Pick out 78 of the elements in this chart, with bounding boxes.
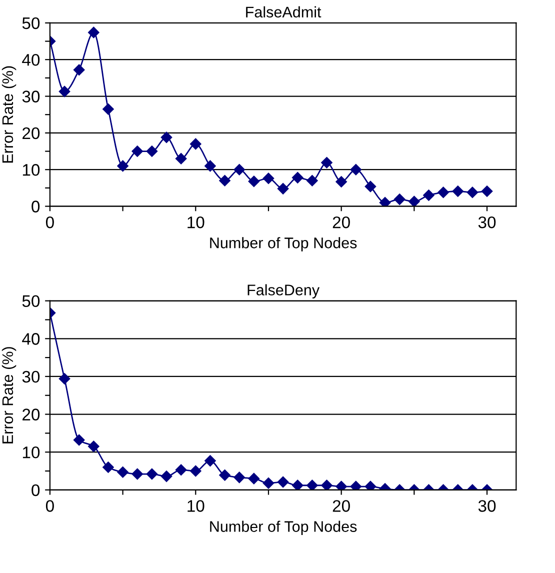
point xyxy=(234,472,245,484)
y-tick-label: 0 xyxy=(32,484,40,496)
x-tick-label: 20 xyxy=(332,500,350,512)
point xyxy=(219,470,230,481)
point xyxy=(58,86,70,98)
point xyxy=(219,175,230,186)
point xyxy=(146,146,158,157)
point xyxy=(350,164,362,176)
point xyxy=(175,464,187,476)
x-tick-label: 30 xyxy=(478,216,496,228)
point xyxy=(102,462,114,473)
point xyxy=(306,175,318,186)
y-tick-label: 30 xyxy=(22,370,40,383)
point xyxy=(117,466,128,478)
point xyxy=(117,160,128,172)
point xyxy=(438,186,449,198)
point xyxy=(292,480,304,490)
x-tick-label: 10 xyxy=(188,216,204,228)
point xyxy=(234,164,245,176)
point xyxy=(58,373,70,384)
point xyxy=(336,480,347,490)
point xyxy=(248,472,260,484)
point xyxy=(379,197,391,206)
point xyxy=(262,172,274,184)
point xyxy=(350,480,362,490)
y-tick-label: 50 xyxy=(22,17,40,30)
point xyxy=(160,470,172,482)
point xyxy=(190,138,202,150)
y-tick-label: 10 xyxy=(22,446,40,458)
point xyxy=(248,176,260,187)
y-axis-title: Error Rate (%) xyxy=(2,347,16,444)
point xyxy=(102,103,114,115)
point xyxy=(452,186,464,197)
point xyxy=(364,480,376,490)
point xyxy=(423,190,434,201)
point xyxy=(481,186,493,197)
point xyxy=(364,180,376,192)
point xyxy=(306,480,318,490)
point xyxy=(132,468,143,480)
point xyxy=(394,194,406,205)
chart-title: FalseAdmit xyxy=(246,6,322,18)
point xyxy=(146,468,158,480)
y-tick-label: 10 xyxy=(22,164,40,176)
point xyxy=(88,26,100,38)
y-axis-title: Error Rate (%) xyxy=(2,66,16,163)
point xyxy=(190,465,202,477)
x-tick-label: 30 xyxy=(478,500,496,512)
point xyxy=(336,176,347,188)
x-tick-label: 0 xyxy=(46,216,54,228)
point xyxy=(292,172,304,184)
x-axis-title: Number of Top Nodes xyxy=(210,237,357,252)
y-tick-label: 0 xyxy=(32,200,40,212)
point xyxy=(277,183,289,194)
point xyxy=(132,146,143,157)
point xyxy=(175,153,187,164)
point xyxy=(204,455,216,466)
y-tick-label: 50 xyxy=(22,295,40,308)
x-tick-label: 20 xyxy=(332,216,350,228)
x-tick-label: 0 xyxy=(46,500,54,512)
point xyxy=(73,64,85,76)
point xyxy=(321,157,332,168)
y-tick-label: 40 xyxy=(22,54,40,66)
y-tick-label: 20 xyxy=(22,127,40,140)
point xyxy=(321,480,332,490)
point xyxy=(160,132,172,143)
point xyxy=(73,434,85,446)
point xyxy=(262,478,274,489)
point xyxy=(277,476,289,488)
y-tick-label: 40 xyxy=(22,333,40,345)
y-tick-label: 20 xyxy=(22,408,40,420)
point xyxy=(408,196,420,206)
x-tick-label: 10 xyxy=(188,500,204,512)
point xyxy=(204,160,216,172)
point xyxy=(466,186,478,198)
chart-title: FalseDeny xyxy=(248,284,320,298)
x-axis-title: Number of Top Nodes xyxy=(210,520,357,535)
y-tick-label: 30 xyxy=(22,90,40,102)
point xyxy=(88,440,100,452)
